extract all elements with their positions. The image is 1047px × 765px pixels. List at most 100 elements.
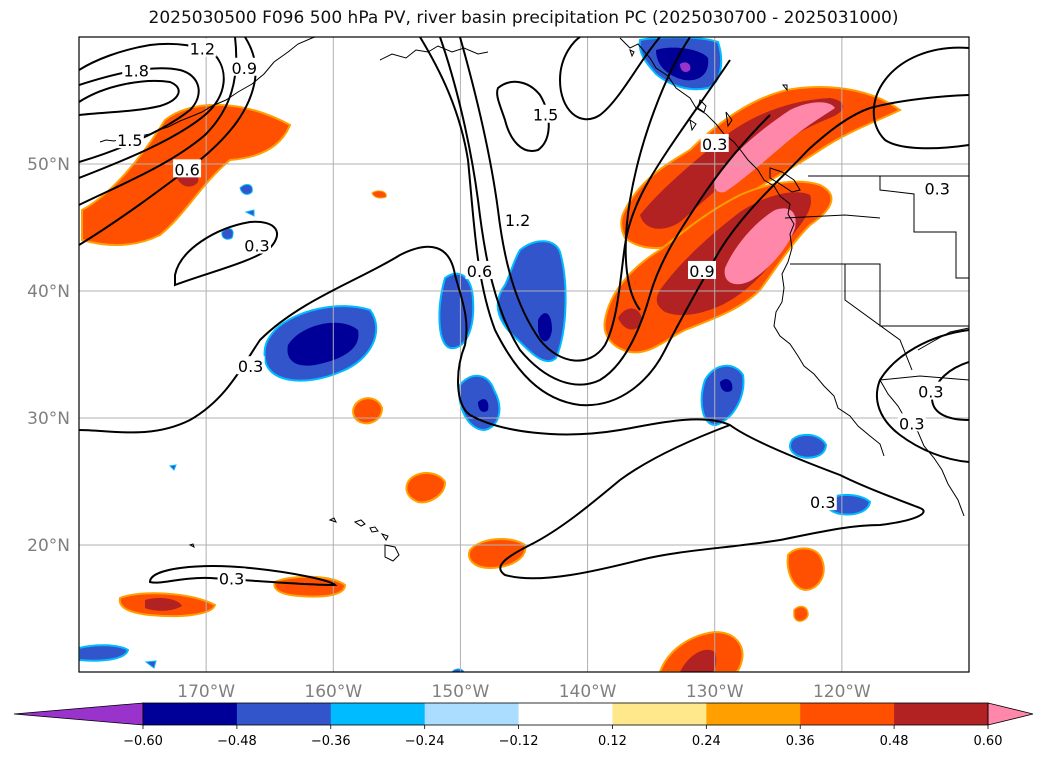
lat-tick-label: 30°N: [27, 409, 70, 429]
contour-label-bg: [808, 492, 837, 511]
pv-contour-1.2: [459, 37, 731, 362]
precip-positive-area: [468, 538, 527, 570]
contour-label-bg: [217, 568, 246, 587]
contour-label-bg: [230, 57, 259, 76]
pv-contour-0.3: [875, 329, 969, 463]
contour-label: 0.9: [232, 59, 257, 78]
precip-negative-core: [287, 322, 359, 366]
precip-negative-area: [700, 364, 745, 427]
precip-negative-area: [239, 184, 253, 195]
contour-label: 1.2: [190, 40, 215, 59]
contour-label-bg: [115, 130, 144, 149]
colorbar-tick-label: 0.36: [786, 734, 815, 749]
contour-label: 0.3: [918, 383, 943, 402]
contour-label-bg: [236, 356, 265, 375]
precip-extreme-positive: [714, 102, 835, 193]
colorbar-tick-label: −0.12: [499, 734, 539, 749]
axis-labels: 170°W 160°W 150°W 140°W 130°W 120°W 20°N 30°N 40…: [27, 155, 871, 702]
precip-negative-core: [478, 399, 489, 412]
contour-label: 0.3: [238, 357, 263, 376]
precip-positive-core: [145, 598, 182, 611]
precip-positive-core: [230, 123, 258, 137]
contour-label-bg: [173, 159, 202, 178]
contour-label: 1.2: [505, 211, 530, 230]
map-gridlines: [79, 37, 969, 672]
colorbar-bin: [612, 703, 707, 725]
lon-tick-label: 140°W: [559, 682, 617, 702]
precip-positive-area: [352, 397, 384, 425]
mexico-border: [879, 375, 969, 381]
pv-contour-0.9: [79, 37, 238, 206]
contour-label: 0.3: [810, 493, 835, 512]
colorbar-over-arrow: [987, 702, 1034, 726]
colorbar-bin: [800, 703, 895, 725]
precip-negative-area: [496, 240, 567, 363]
precip-negative-core: [538, 313, 552, 342]
contour-label: 1.5: [533, 106, 558, 125]
colorbar-outline: [142, 702, 989, 726]
contour-label-bg: [188, 38, 217, 57]
lon-tick-label: 160°W: [304, 682, 362, 702]
state-border: [844, 264, 913, 371]
pv-contour-0.3: [79, 245, 925, 580]
baja-california: [879, 379, 965, 517]
precip-positive-area: [786, 547, 825, 592]
pv-contour-0.3: [174, 220, 278, 287]
colorbar-tick-label: 0.60: [974, 734, 1003, 749]
precip-negative-area: [789, 433, 828, 459]
contour-label: 0.3: [702, 135, 727, 154]
lon-tick-label: 150°W: [432, 682, 490, 702]
precip-negative-core: [720, 379, 733, 392]
precip-extreme-positive: [724, 208, 796, 285]
precip-positive-core: [680, 649, 717, 672]
precip-negative-area: [244, 209, 255, 217]
hawaii-islands: [188, 517, 400, 562]
colorbar-tick-label: 0.24: [692, 734, 721, 749]
contour-label: 1.5: [117, 131, 142, 150]
precip-positive-area: [793, 605, 809, 622]
precip-positive-area: [273, 575, 347, 598]
precip-negative-area: [438, 272, 475, 350]
contour-label-bg: [688, 260, 716, 279]
pv-contour-1.8: [79, 79, 180, 116]
lon-tick-label: 120°W: [813, 682, 871, 702]
precipitation-shading: [79, 37, 902, 672]
colorbar-tick-label: −0.36: [311, 734, 351, 749]
precip-negative-area: [79, 644, 130, 662]
pv-contour-1.5: [496, 80, 550, 152]
coastlines: [99, 37, 969, 562]
contour-label-bg: [531, 104, 560, 123]
state-border: [790, 263, 969, 327]
precip-positive-core: [618, 308, 642, 330]
colorbar: −0.60 −0.48 −0.36 −0.24 −0.12 0.12 0.24 0.36 0.4…: [13, 702, 1034, 749]
lon-tick-label: 170°W: [177, 682, 235, 702]
colorbar-bin: [330, 703, 426, 725]
contour-label: 0.9: [689, 262, 714, 281]
colorbar-bins: [143, 703, 989, 725]
colorbar-bin: [424, 703, 520, 725]
precip-positive-area: [371, 190, 387, 199]
precip-positive-area: [405, 472, 447, 504]
contour-label: 0.3: [924, 179, 949, 198]
colorbar-bin: [706, 703, 801, 725]
contour-label-bg: [916, 381, 945, 400]
contour-label: 0.6: [174, 160, 199, 179]
pv-contour-0.6: [419, 37, 969, 407]
contour-label: 0.3: [244, 237, 269, 256]
north-america-coast: [619, 37, 885, 457]
pv-contour-0.3: [148, 565, 338, 587]
contour-label-bg: [122, 60, 151, 79]
precip-negative-area: [168, 464, 177, 471]
contour-label-bg: [465, 260, 494, 279]
contour-label-bg: [923, 178, 952, 197]
state-border: [784, 214, 881, 219]
colorbar-bin: [236, 703, 332, 725]
contour-labels: 1.8 1.2 0.9 1.5 0.6 0.3 0.3 0.3 1.5 1.2 0.6 0.9 0.3 0…: [115, 38, 952, 588]
lat-tick-label: 40°N: [27, 282, 70, 302]
contour-label: 0.3: [899, 414, 924, 433]
contour-label-bg: [897, 413, 926, 432]
colorbar-tick-label: 0.12: [598, 734, 627, 749]
precip-extreme-negative: [680, 62, 691, 72]
colorbar-under-arrow: [13, 702, 144, 726]
